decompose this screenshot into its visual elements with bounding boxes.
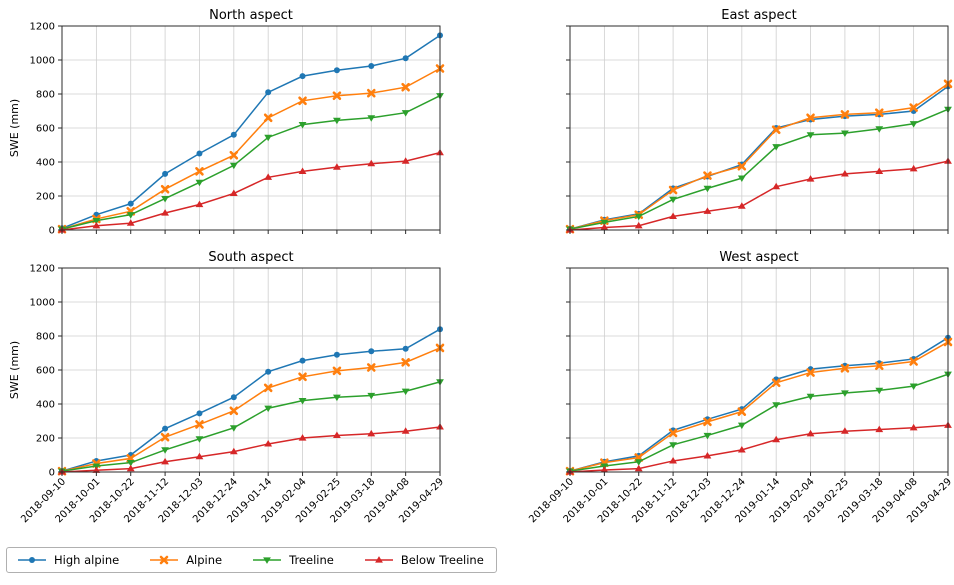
series-treeline	[58, 93, 444, 234]
legend-marker-x-icon	[150, 555, 179, 565]
y-tick-label: 0	[49, 468, 55, 479]
subplot-north-aspect: 0 200 400 600 800 1000 1200 North aspect SWE (mm…	[8, 8, 445, 237]
series-line	[61, 67, 441, 230]
series-line	[569, 337, 949, 472]
subplot-grid: 0 200 400 600 800 1000 1200 North aspect SWE (mm…	[8, 8, 954, 525]
subplot-title: North aspect	[209, 8, 293, 23]
series-line	[61, 347, 441, 472]
series-line	[61, 381, 441, 472]
y-tick-label: 1200	[30, 264, 55, 275]
y-tick-label: 1000	[30, 56, 55, 67]
series-below-treeline	[566, 157, 952, 233]
y-tick-label: 400	[36, 158, 55, 169]
subplot-title: West aspect	[719, 250, 798, 265]
legend-marker-triangle-down-icon	[253, 557, 282, 564]
legend-entry: Treeline	[252, 553, 334, 567]
series-below-treeline	[58, 148, 444, 233]
subplot-west-aspect: 2018-09-102018-10-012018-10-222018-11-12…	[527, 250, 954, 525]
y-tick-label: 200	[36, 192, 55, 203]
series-line	[61, 95, 441, 230]
series-treeline	[566, 106, 952, 234]
y-tick-label: 400	[36, 400, 55, 411]
series-line	[569, 83, 949, 230]
series-below-treeline	[58, 423, 444, 475]
legend-marker-circle-icon	[18, 557, 46, 563]
legend: High alpine Alpine Treeline Below Treeline	[6, 547, 497, 573]
legend-marker-triangle-up-icon	[364, 556, 393, 563]
series-line	[569, 108, 949, 230]
series-line	[61, 34, 441, 229]
y-tick-label: 600	[36, 366, 55, 377]
series-line	[569, 341, 949, 472]
subplot-title: East aspect	[721, 8, 796, 23]
series-line	[569, 373, 949, 472]
y-axis-label: SWE (mm)	[8, 341, 21, 399]
series-alpine	[565, 337, 953, 476]
series-line	[61, 426, 441, 473]
y-tick-label: 1000	[30, 298, 55, 309]
legend-label: Below Treeline	[400, 553, 484, 567]
y-tick-label: 800	[36, 332, 55, 343]
series-line	[569, 85, 949, 230]
y-tick-label: 600	[36, 124, 55, 135]
series-line	[61, 151, 441, 231]
series-line	[569, 160, 949, 231]
subplot-south-aspect: 0200400600800100012002018-09-102018-10-0…	[8, 250, 446, 525]
legend-entry: High alpine	[17, 553, 119, 567]
legend-entry: Alpine	[149, 553, 222, 567]
y-axis-label: SWE (mm)	[8, 99, 21, 157]
y-tick-label: 1200	[30, 22, 55, 33]
legend-label: Alpine	[186, 553, 223, 567]
y-tick-label: 800	[36, 90, 55, 101]
y-tick-label: 0	[49, 226, 55, 237]
series-line	[569, 424, 949, 473]
series-treeline	[58, 379, 444, 476]
series-line	[61, 328, 441, 472]
legend-label: Treeline	[289, 553, 334, 567]
legend-entry: Below Treeline	[364, 553, 484, 567]
series-treeline	[566, 371, 952, 476]
subplot-east-aspect: East aspect	[565, 8, 953, 234]
subplot-title: South aspect	[208, 250, 293, 265]
legend-label: High alpine	[54, 553, 120, 567]
y-tick-label: 200	[36, 434, 55, 445]
